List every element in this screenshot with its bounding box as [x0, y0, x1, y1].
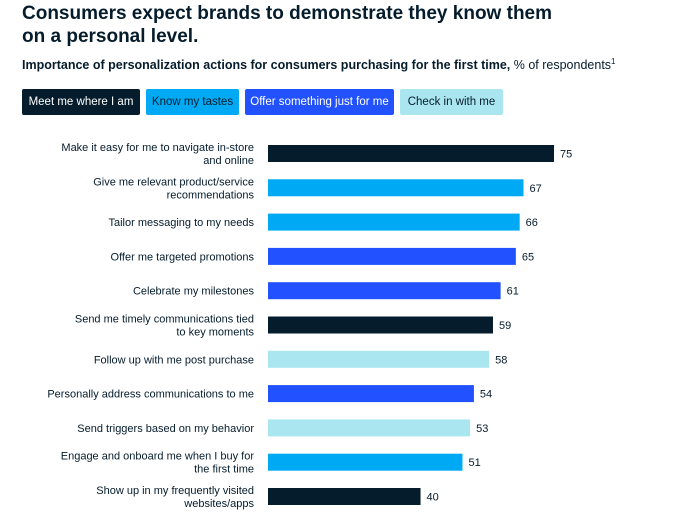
value-label-10: 40: [427, 492, 439, 504]
category-label-5-line-0: Send me timely communications tied: [75, 314, 254, 326]
legend-item-know-my-tastes[interactable]: Know my tastes: [146, 89, 239, 115]
chart-subtitle-unit: % of respondents: [510, 58, 612, 73]
category-label-10-line-0: Show up in my frequently visited: [96, 485, 254, 497]
category-label-6: Follow up with me post purchase: [94, 354, 254, 366]
value-label-1: 67: [529, 183, 541, 195]
value-label-8: 53: [476, 423, 488, 435]
value-label-5: 59: [499, 320, 511, 332]
category-label-9: Engage and onboard me when I buy for the …: [61, 451, 255, 476]
category-label-3-line-0: Offer me targeted promotions: [111, 251, 255, 263]
value-label-7: 54: [480, 389, 492, 401]
bar-10: [268, 488, 421, 505]
bar-8: [268, 419, 471, 437]
chart-subtitle: Importance of personalization actions fo…: [22, 53, 667, 74]
value-label-3: 65: [522, 251, 534, 263]
category-label-6-line-0: Follow up with me post purchase: [94, 354, 254, 366]
category-label-4-line-0: Celebrate my milestones: [133, 286, 255, 298]
category-label-7-line-0: Personally address communications to me: [47, 389, 254, 401]
chart-title-line-2: on a personal level.: [22, 26, 199, 47]
category-label-1-line-0: Give me relevant product/service: [93, 176, 254, 188]
chart-title: Consumers expect brands to demonstrate t…: [22, 2, 662, 48]
bar-0: [268, 145, 554, 162]
bar-4: [268, 282, 501, 300]
bar-7: [268, 385, 474, 403]
footnote-marker: 1: [611, 57, 616, 66]
category-label-5-line-1: to key moments: [176, 327, 254, 339]
value-label-4: 61: [507, 286, 519, 298]
value-label-6: 58: [495, 354, 507, 366]
bar-1: [268, 179, 524, 197]
legend-item-meet-me-where-i-am[interactable]: Meet me where I am: [22, 89, 140, 115]
category-label-2-line-0: Tailor messaging to my needs: [108, 217, 254, 229]
category-label-0-line-0: Make it easy for me to navigate in-store: [61, 142, 254, 154]
category-label-8: Send triggers based on my behavior: [77, 423, 254, 435]
legend-item-offer-something-just-for-me[interactable]: Offer something just for me: [245, 89, 394, 115]
value-label-9: 51: [468, 457, 480, 469]
category-label-4: Celebrate my milestones: [133, 286, 255, 298]
category-label-2: Tailor messaging to my needs: [108, 217, 254, 229]
category-label-3: Offer me targeted promotions: [111, 251, 255, 263]
category-label-9-line-1: the first time: [194, 464, 254, 476]
bar-6: [268, 350, 490, 368]
legend-item-check-in-with-me[interactable]: Check in with me: [400, 89, 503, 115]
bar-3: [268, 247, 516, 265]
bar-9: [268, 453, 463, 471]
category-label-8-line-0: Send triggers based on my behavior: [77, 423, 254, 435]
category-label-0-line-1: and online: [203, 155, 254, 167]
value-label-2: 66: [526, 217, 538, 229]
category-label-10: Show up in my frequently visited websites…: [96, 485, 254, 510]
category-label-1-line-1: recommendations: [167, 189, 255, 201]
value-label-0: 75: [560, 149, 572, 161]
category-label-0: Make it easy for me to navigate in-store…: [61, 142, 254, 167]
category-label-5: Send me timely communications tied to key…: [75, 314, 255, 339]
chart-subtitle-bold: Importance of personalization actions fo…: [22, 58, 511, 73]
category-label-7: Personally address communications to me: [47, 389, 254, 401]
bar-5: [268, 316, 493, 334]
chart-title-line-1: Consumers expect brands to demonstrate t…: [22, 3, 553, 24]
category-label-1: Give me relevant product/service recommen…: [93, 176, 254, 201]
category-label-9-line-0: Engage and onboard me when I buy for: [61, 451, 255, 463]
bar-2: [268, 213, 520, 231]
category-label-10-line-1: websites/apps: [183, 498, 254, 510]
